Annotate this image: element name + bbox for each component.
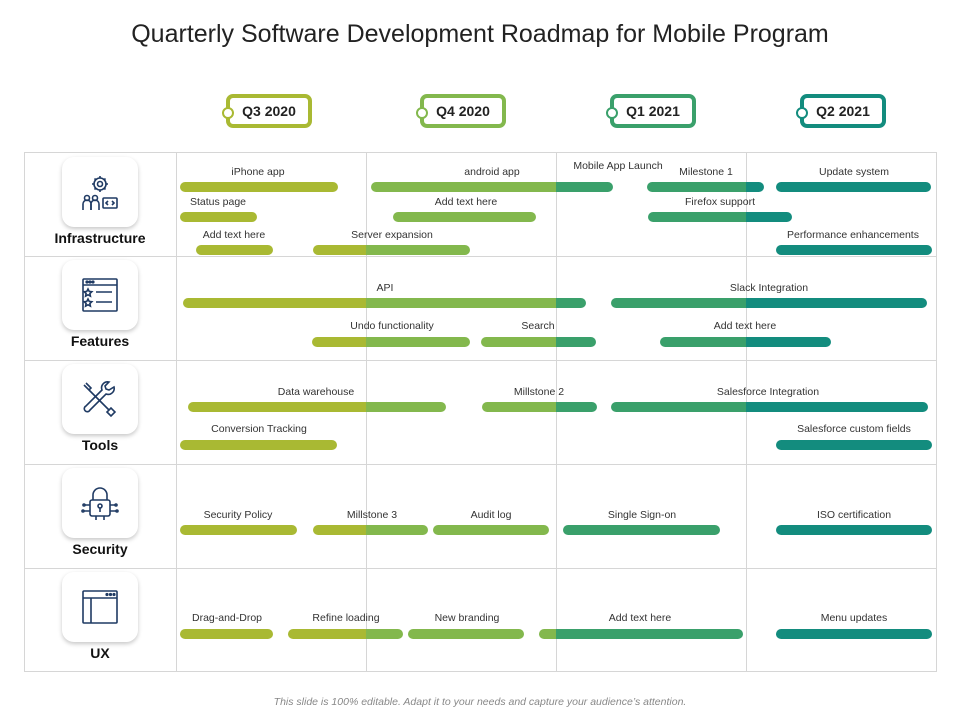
grid-divider [366,152,367,672]
task-bar [776,440,932,450]
task-bar [393,212,536,222]
category-label: Features [70,333,130,349]
task-label: Single Sign-on [607,509,677,521]
task-bar [180,440,337,450]
task-bar [611,402,928,412]
quarter-q4-2020: Q4 2020 [416,94,506,128]
quarter-label: Q2 2021 [816,103,870,119]
task-label: android app [464,166,520,178]
grid-divider [24,464,937,465]
roadmap-grid [24,152,937,672]
task-bar [611,298,927,308]
quarter-label: Q4 2020 [436,103,490,119]
task-bar [776,245,932,255]
task-label: Salesforce Integration [716,386,820,398]
task-bar [539,629,743,639]
category-label: Tools [81,437,119,453]
task-bar [180,629,273,639]
task-bar [660,337,831,347]
category-label: UX [90,645,110,661]
task-label: Add text here [713,320,777,332]
task-label: Milestone 1 [679,166,733,178]
task-label: Update system [818,166,890,178]
task-bar [433,525,549,535]
task-label: Add text here [202,229,266,241]
task-label: Firefox support [684,196,756,208]
task-label: Data warehouse [277,386,355,398]
grid-divider [556,152,557,672]
task-bar [776,629,932,639]
task-label: Add text here [608,612,672,624]
task-bar [312,337,470,347]
task-bar [371,182,613,192]
task-bar [183,298,586,308]
feature-list-icon [62,260,138,330]
quarter-dot [416,107,428,119]
page-title: Quarterly Software Development Roadmap f… [131,20,829,48]
quarter-dot [796,107,808,119]
task-label: Server expansion [351,229,433,241]
task-label: Undo functionality [350,320,434,332]
footer-note: This slide is 100% editable. Adapt it to… [273,696,687,708]
wrench-screwdriver-icon [62,364,138,434]
task-label: Mobile App Launch [573,160,663,172]
task-label: API [376,282,394,294]
quarter-q3-2020: Q3 2020 [222,94,312,128]
task-bar [563,525,720,535]
grid-divider [24,568,937,569]
task-bar [408,629,524,639]
task-label: Audit log [470,509,512,521]
task-label: Performance enhancements [787,229,919,241]
task-bar [180,212,257,222]
task-bar [180,525,297,535]
category-label: Infrastructure [54,230,146,246]
task-bar [188,402,446,412]
task-bar [482,402,597,412]
task-label: Search [521,320,555,332]
task-label: Drag-and-Drop [191,612,263,624]
task-label: Salesforce custom fields [797,423,911,435]
task-bar [648,212,792,222]
grid-divider [24,256,937,257]
task-label: Security Policy [203,509,273,521]
task-label: Refine loading [312,612,380,624]
task-label: New branding [434,612,500,624]
task-label: Menu updates [820,612,888,624]
task-label: Millstone 2 [513,386,565,398]
quarter-q1-2021: Q1 2021 [606,94,696,128]
task-label: Conversion Tracking [211,423,307,435]
task-label: ISO certification [816,509,892,521]
task-label: Add text here [434,196,498,208]
quarter-label: Q3 2020 [242,103,296,119]
grid-divider [746,152,747,672]
category-label: Security [72,541,128,557]
task-bar [313,525,428,535]
grid-divider [176,152,177,672]
task-label: Millstone 3 [346,509,398,521]
task-bar [647,182,764,192]
browser-window-icon [62,572,138,642]
quarter-dot [606,107,618,119]
task-label: iPhone app [231,166,285,178]
task-bar [288,629,403,639]
task-label: Slack Integration [729,282,809,294]
task-bar [313,245,470,255]
team-gear-icon [62,157,138,227]
quarter-dot [222,107,234,119]
quarter-label: Q1 2021 [626,103,680,119]
task-bar [776,182,931,192]
padlock-circuit-icon [62,468,138,538]
task-bar [180,182,338,192]
task-bar [481,337,596,347]
quarter-q2-2021: Q2 2021 [796,94,886,128]
task-bar [196,245,273,255]
task-bar [776,525,932,535]
task-label: Status page [189,196,247,208]
grid-divider [24,360,937,361]
